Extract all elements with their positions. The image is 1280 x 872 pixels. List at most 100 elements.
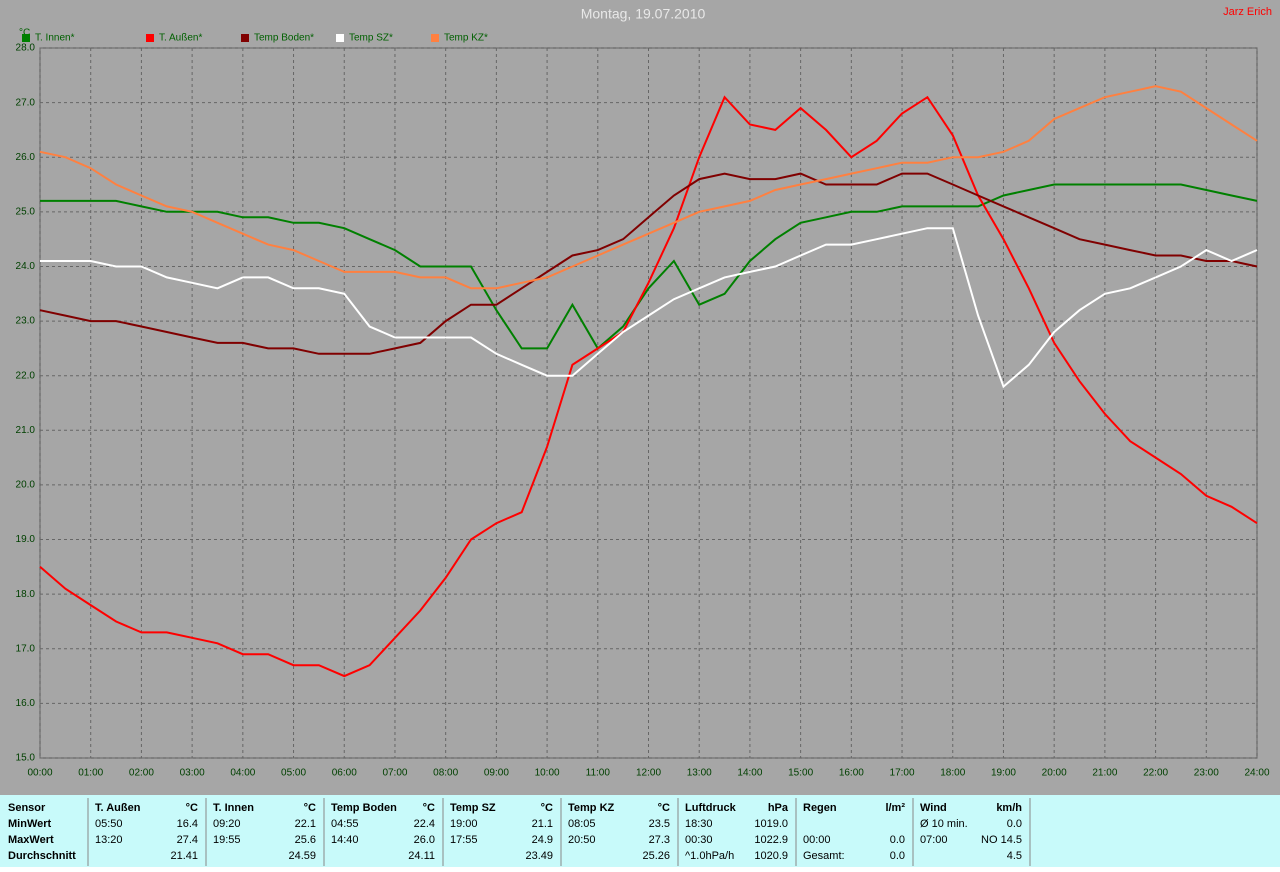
legend-swatch	[22, 34, 30, 42]
x-tick-label: 05:00	[281, 768, 306, 779]
group-unit: km/h	[996, 802, 1022, 814]
legend-swatch	[336, 34, 344, 42]
group-unit: °C	[304, 802, 316, 814]
x-tick-label: 20:00	[1042, 768, 1067, 779]
y-tick-label: 15.0	[16, 753, 36, 764]
x-tick-label: 23:00	[1194, 768, 1219, 779]
cell-value: 0.0	[890, 834, 905, 846]
series-line	[39, 85, 1258, 290]
y-tick-label: 16.0	[16, 698, 36, 709]
cell-label: 14:40	[331, 834, 359, 846]
x-tick-label: 07:00	[382, 768, 407, 779]
series-line	[40, 183, 1258, 350]
group-unit: hPa	[768, 802, 789, 814]
group-unit: °C	[541, 802, 553, 814]
series-line	[40, 227, 1258, 389]
legend-label: Temp KZ*	[444, 33, 488, 44]
author: Jarz Erich	[1223, 6, 1272, 18]
group-header: Temp Boden	[331, 802, 397, 814]
x-tick-label: 21:00	[1092, 768, 1117, 779]
x-tick-label: 10:00	[535, 768, 560, 779]
cell-label: 19:55	[213, 834, 241, 846]
legend-label: Temp Boden*	[254, 33, 314, 44]
legend-label: T. Innen*	[35, 33, 75, 44]
group-unit: °C	[423, 802, 435, 814]
group-header: Regen	[803, 802, 837, 814]
cell-value: 27.4	[177, 834, 198, 846]
x-tick-label: 16:00	[839, 768, 864, 779]
y-tick-label: 24.0	[16, 261, 36, 272]
cell-label: 09:20	[213, 818, 241, 830]
cell-value: 16.4	[177, 818, 198, 830]
cell-label: 00:30	[685, 834, 713, 846]
cell-value: 22.1	[295, 818, 316, 830]
y-tick-label: 26.0	[16, 152, 36, 163]
legend-swatch	[431, 34, 439, 42]
cell-label: 07:00	[920, 834, 948, 846]
legend-swatch	[146, 34, 154, 42]
x-tick-label: 14:00	[737, 768, 762, 779]
y-axis-unit: °C	[19, 28, 30, 39]
x-tick-label: 17:00	[890, 768, 915, 779]
cell-label: 04:55	[331, 818, 359, 830]
x-tick-label: 13:00	[687, 768, 712, 779]
cell-label: ^1.0hPa/h	[685, 850, 734, 862]
y-tick-label: 17.0	[16, 643, 36, 654]
group-header: Temp KZ	[568, 802, 615, 814]
x-tick-label: 06:00	[332, 768, 357, 779]
x-tick-label: 03:00	[180, 768, 205, 779]
cell-value: 24.9	[532, 834, 553, 846]
cell-value: 4.5	[1007, 850, 1022, 862]
cell-value: 22.4	[414, 818, 435, 830]
cell-value: 24.59	[288, 850, 316, 862]
group-header: Temp SZ	[450, 802, 496, 814]
y-tick-label: 21.0	[16, 425, 36, 436]
series-line	[39, 95, 1258, 678]
group-unit: l/m²	[885, 802, 905, 814]
cell-value: 23.5	[649, 818, 670, 830]
cell-value: 25.6	[295, 834, 316, 846]
group-unit: °C	[658, 802, 670, 814]
legend-label: T. Außen*	[159, 33, 202, 44]
y-tick-label: 25.0	[16, 206, 36, 217]
cell-value: 21.1	[532, 818, 553, 830]
cell-label: 20:50	[568, 834, 596, 846]
group-header: Luftdruck	[685, 802, 737, 814]
chart-title: Montag, 19.07.2010	[581, 6, 706, 22]
x-tick-label: 01:00	[78, 768, 103, 779]
cell-label: 18:30	[685, 818, 713, 830]
x-tick-label: 09:00	[484, 768, 509, 779]
x-tick-label: 11:00	[586, 768, 611, 779]
cell-value: 0.0	[890, 850, 905, 862]
cell-label: Gesamt:	[803, 850, 845, 862]
x-tick-label: 04:00	[230, 768, 255, 779]
row-label: MaxWert	[8, 834, 54, 846]
x-tick-label: 19:00	[991, 768, 1016, 779]
cell-value: 23.49	[525, 850, 553, 862]
row-label: Durchschnitt	[8, 850, 76, 862]
group-header: T. Innen	[213, 802, 254, 814]
cell-label: 08:05	[568, 818, 596, 830]
cell-value: 24.11	[408, 850, 435, 862]
cell-value: 1022.9	[754, 834, 788, 846]
stats-background	[0, 795, 1280, 867]
x-tick-label: 22:00	[1143, 768, 1168, 779]
y-tick-label: 19.0	[16, 534, 36, 545]
x-tick-label: 00:00	[27, 768, 52, 779]
cell-value: 0.0	[1007, 818, 1022, 830]
group-header: T. Außen	[95, 802, 141, 814]
cell-value: 21.41	[170, 850, 198, 862]
group-header: Wind	[920, 802, 947, 814]
cell-label: Ø 10 min.	[920, 818, 968, 830]
cell-label: 13:20	[95, 834, 123, 846]
y-tick-label: 20.0	[16, 480, 36, 491]
cell-value: 1019.0	[754, 818, 788, 830]
cell-value: 27.3	[649, 834, 670, 846]
cell-value: NO 14.5	[981, 834, 1022, 846]
row-label: MinWert	[8, 818, 52, 830]
y-tick-label: 23.0	[16, 316, 36, 327]
legend-label: Temp SZ*	[349, 33, 393, 44]
series-line	[39, 172, 1258, 355]
legend-swatch	[241, 34, 249, 42]
